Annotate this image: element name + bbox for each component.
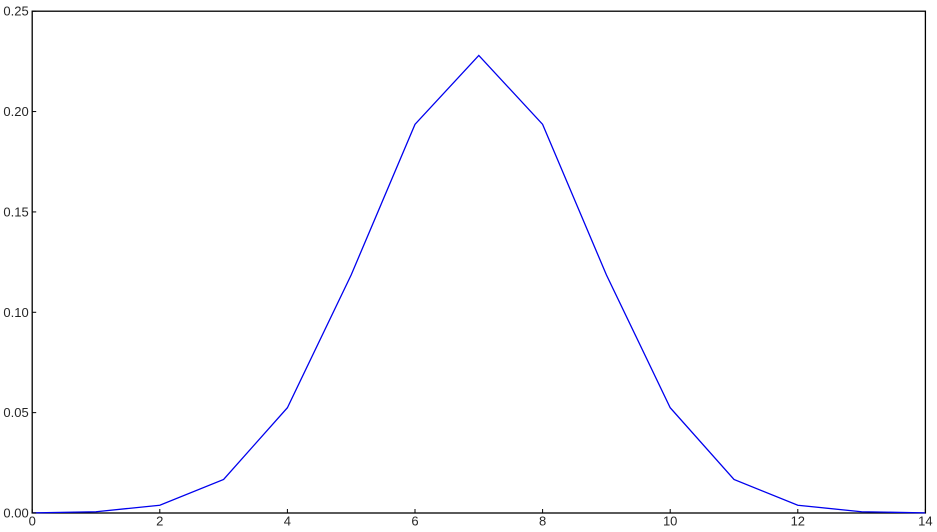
svg-text:2: 2 <box>156 514 163 529</box>
svg-text:0.25: 0.25 <box>3 4 28 19</box>
svg-text:12: 12 <box>791 514 805 529</box>
svg-text:0.05: 0.05 <box>3 405 28 420</box>
svg-text:10: 10 <box>663 514 677 529</box>
svg-text:0: 0 <box>29 514 36 529</box>
svg-text:0.20: 0.20 <box>3 104 28 119</box>
svg-text:0.00: 0.00 <box>3 506 28 521</box>
svg-text:8: 8 <box>539 514 546 529</box>
svg-text:0.15: 0.15 <box>3 204 28 219</box>
svg-text:6: 6 <box>411 514 418 529</box>
svg-text:4: 4 <box>284 514 291 529</box>
svg-text:14: 14 <box>918 514 932 529</box>
svg-text:0.10: 0.10 <box>3 305 28 320</box>
